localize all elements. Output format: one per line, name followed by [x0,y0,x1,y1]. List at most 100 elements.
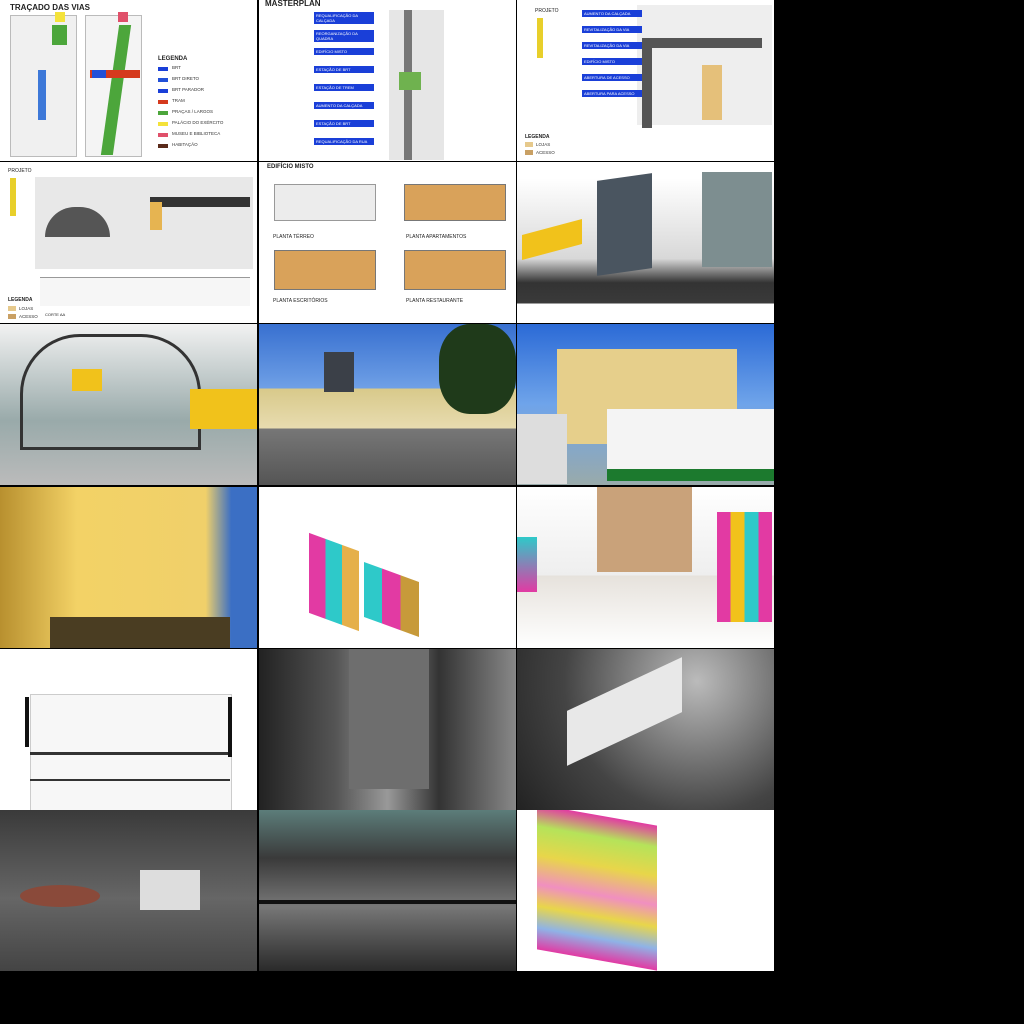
legend-swatch [8,314,16,319]
locator [537,18,543,58]
passage [597,487,692,572]
photo-parking [259,324,516,485]
wall [228,697,232,757]
title: MASTERPLAN [265,0,321,8]
render-towers [517,162,774,323]
marker [118,12,128,22]
panel-masterplan: MASTERPLAN REQUALIFICAÇÃO DA CALÇADA REOR… [259,0,516,161]
yellow-shape [522,218,582,261]
panel [364,561,419,638]
photo-building [517,324,774,485]
truss [20,334,201,450]
tower [597,173,652,276]
callout: ABERTURA PARA ACESSO [582,90,642,97]
photo-palace [0,487,257,648]
panel [309,532,359,632]
panel-street-layout: TRAÇADO DAS VIAS LEGENDA BRT BRT DIRETO BR… [0,0,257,161]
callout: AUMENTO DA CALÇADA [314,102,374,109]
render-shed [0,324,257,485]
opening [72,369,102,391]
legend-swatch [158,67,168,71]
callout: REQUALIFICAÇÃO DA CALÇADA [314,12,374,24]
legend-label: ACESSO [536,150,555,155]
locator [10,178,16,216]
legend-swatch [525,150,533,155]
panel [517,537,537,592]
legend-title: LEGENDA [525,134,550,140]
tree [439,324,516,414]
legend-label: PALÁCIO DO EXÉRCITO [172,120,224,125]
callout: AUMENTO DA CALÇADA [582,10,642,17]
callout: REVITALIZAÇÃO DA VIA [582,26,642,33]
wall [25,697,29,747]
rail [259,900,516,904]
callout: REQUALIFICAÇÃO DA RUA [314,138,374,145]
callout: ESTAÇÃO DE BRT [314,120,374,127]
legend-swatch [158,133,168,137]
exhibit [140,870,200,910]
callout: EDIFÍCIO MISTO [314,48,374,55]
legend-title: LEGENDA [8,297,33,303]
tower [349,649,429,789]
shops [702,65,722,120]
legend-swatch [8,306,16,311]
diagram-module [259,487,516,648]
legend-swatch [158,89,168,93]
legend-title: LEGENDA [158,56,188,62]
legend-label: LOJAS [536,142,551,147]
callout: ESTAÇÃO DE TREM [314,84,374,91]
callout: ABERTURA DE ACESSO [582,74,642,81]
callout: REORGANIZAÇÃO DA QUADRA [314,30,374,42]
project: PROJETO [8,168,32,174]
render-aerial [517,649,774,810]
base [50,617,230,648]
panel [717,512,772,622]
park [52,25,67,45]
rail [150,197,250,207]
route [90,70,140,78]
tower [324,352,354,392]
render-forest [259,649,516,810]
legend-label: MUSEU E BIBLIOTECA [172,131,221,136]
legend-label: LOJAS [19,306,34,311]
legend-label: BRT PARADOR [172,87,205,92]
project: PROJETO [535,8,559,14]
callout: ESTAÇÃO DE BRT [314,66,374,73]
section-drawing [0,649,257,810]
section-label: CORTE AA [45,312,66,317]
route [92,70,106,78]
render-interior [0,810,257,971]
plan-label: PLANTA RESTAURANTE [406,298,464,304]
street [642,38,762,48]
legend-swatch [158,144,168,148]
panel-ground: PROJETO LEGENDA LOJAS ACESSO CORTE AA [0,162,257,323]
legend-label: TRAM [172,98,185,103]
tower [567,657,682,766]
callout: EDIFÍCIO MISTO [582,58,642,65]
plan-label: PLANTA ESCRITÓRIOS [273,298,328,304]
plaza [399,72,421,90]
legend-swatch [525,142,533,147]
plan [404,184,506,221]
legend-label: ACESSO [19,314,38,319]
slab [30,779,230,781]
callout: REVITALIZAÇÃO DA VIA [582,42,642,49]
legend-label: BRT DIRETO [172,76,200,81]
render-corridor [517,487,774,648]
legend-swatch [158,100,168,104]
legend-swatch [158,78,168,82]
plan-label: PLANTA TÉRREO [273,234,314,240]
panel-plans: EDIFÍCIO MISTO PLANTA TÉRREO PLANTA APAR… [259,162,516,323]
floor [20,885,100,907]
diagram-program [517,810,774,971]
section [40,277,250,306]
legend-label: HABITAÇÃO [172,142,198,147]
street [642,38,652,128]
plan-label: PLANTA APARTAMENTOS [406,234,467,240]
legend-label: BRT [172,65,181,70]
van [517,414,567,484]
wall [607,409,774,481]
legend-swatch [158,122,168,126]
title: EDIFÍCIO MISTO [267,164,314,170]
